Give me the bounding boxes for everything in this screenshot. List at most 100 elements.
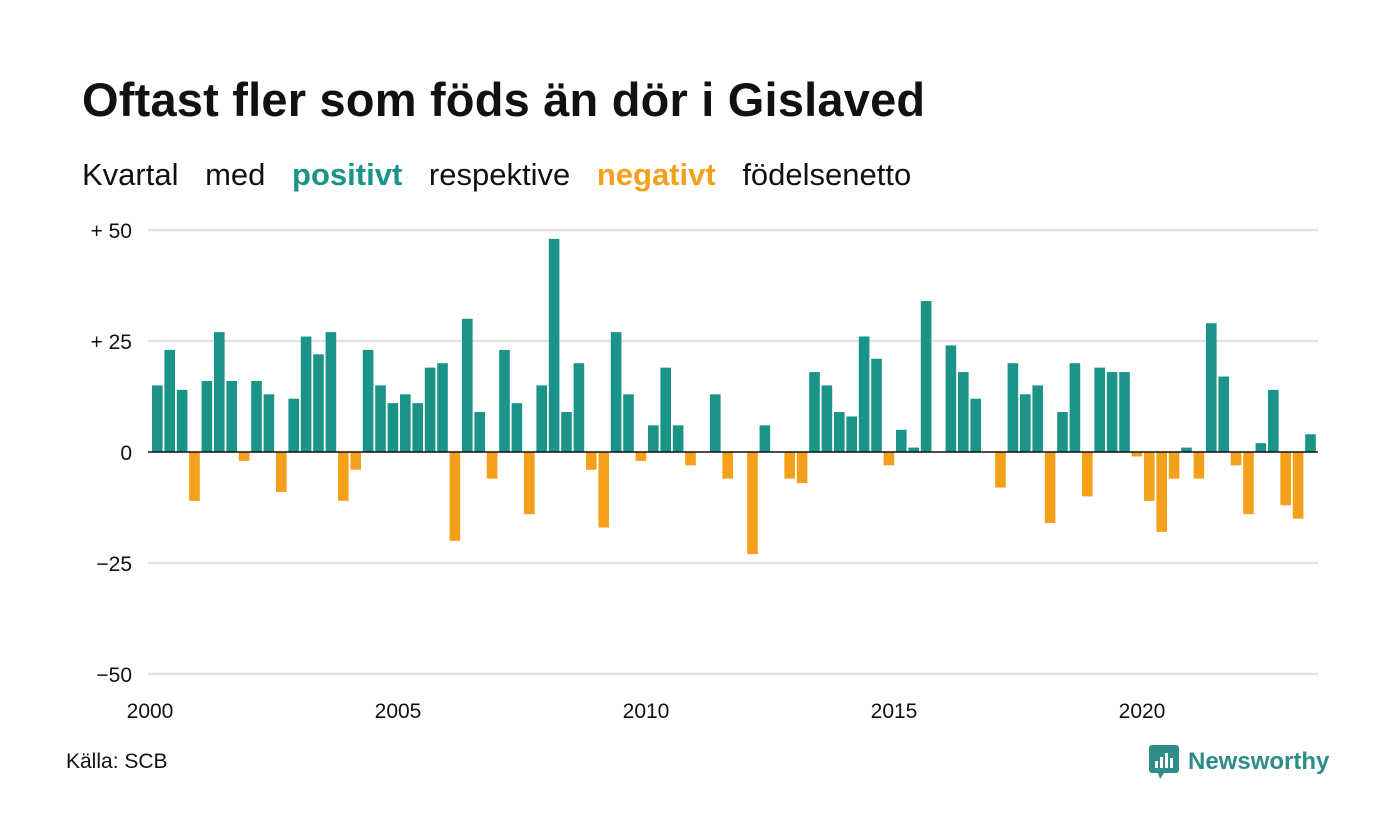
bar-positive [511, 403, 523, 452]
bar-negative [796, 452, 808, 484]
bar-negative [784, 452, 795, 479]
bar-positive [1305, 434, 1316, 452]
bar-positive [759, 425, 771, 452]
y-tick-label: −25 [96, 553, 132, 576]
bar-positive [920, 301, 932, 452]
bar-positive [437, 363, 448, 452]
newsworthy-logo: Newsworthy [1148, 744, 1329, 780]
bar-positive [648, 425, 659, 452]
brand-name: Newsworthy [1188, 748, 1330, 775]
bar-positive [164, 349, 175, 452]
bar-positive [325, 332, 337, 452]
bar-negative [883, 452, 895, 466]
bar-positive [896, 429, 907, 452]
bar-positive [672, 425, 684, 452]
bar-positive [536, 385, 547, 452]
bar-negative [747, 452, 758, 555]
subtitle-positive-label: positivt [292, 157, 403, 192]
bar-positive [561, 412, 572, 452]
bar-positive [226, 380, 237, 452]
bar-negative [1168, 452, 1180, 479]
bar-positive [1032, 385, 1043, 452]
bar-positive [610, 332, 622, 452]
bar-negative [1243, 452, 1254, 515]
y-tick-label: + 25 [91, 331, 132, 354]
bar-negative [189, 452, 200, 501]
x-tick-label: 2000 [127, 700, 174, 723]
bar-positive [499, 349, 510, 452]
bar-negative [586, 452, 597, 470]
bar-positive [375, 385, 386, 452]
bar-negative [1156, 452, 1167, 532]
bar-positive [858, 336, 870, 452]
bar-positive [263, 394, 275, 452]
bar-positive [908, 447, 919, 452]
subtitle-word-med: med [205, 157, 266, 192]
bar-positive [1020, 394, 1031, 452]
bar-negative [524, 452, 535, 515]
bar-positive [152, 385, 163, 452]
x-tick-label: 2020 [1119, 700, 1166, 723]
bar-positive [387, 403, 399, 452]
x-tick-label: 2010 [623, 700, 670, 723]
bar-negative [1280, 452, 1291, 506]
bar-positive [1106, 372, 1118, 452]
bar-positive [1094, 367, 1105, 452]
bar-positive [251, 380, 262, 452]
bar-negative [685, 452, 696, 466]
subtitle-word-fodelsenetto: födelsenetto [742, 157, 912, 192]
bar-positive [412, 403, 423, 452]
bar-positive [1268, 389, 1279, 452]
bar-positive [1119, 372, 1130, 452]
bar-negative [1193, 452, 1205, 479]
bar-negative [635, 452, 647, 461]
bar-positive [201, 380, 213, 452]
bar-positive [809, 372, 820, 452]
bar-negative [486, 452, 498, 479]
chart-subtitle: Kvartal med positivt respektive negativt… [82, 157, 929, 193]
bar-positive [573, 363, 585, 452]
y-tick-label: −50 [96, 664, 132, 687]
bar-positive [846, 416, 857, 452]
bar-negative [598, 452, 609, 528]
subtitle-negative-label: negativt [596, 157, 716, 192]
bar-negative [350, 452, 361, 470]
bar-positive [871, 358, 882, 452]
bar-positive [474, 412, 485, 452]
x-tick-label: 2015 [871, 700, 918, 723]
bar-positive [424, 367, 436, 452]
bar-negative [338, 452, 349, 501]
bar-positive [945, 345, 957, 452]
bar-positive [214, 332, 225, 452]
bar-positive [1206, 323, 1217, 452]
bar-positive [1007, 363, 1019, 452]
bar-positive [623, 394, 634, 452]
bar-positive [313, 354, 324, 452]
bar-positive [548, 238, 560, 452]
bar-positive [958, 372, 969, 452]
bar-negative [1230, 452, 1242, 466]
bar-positive [1255, 443, 1267, 452]
subtitle-word-respektive: respektive [428, 157, 571, 192]
bar-positive [288, 398, 299, 452]
bar-positive [1181, 447, 1192, 452]
source-note: Källa: SCB [66, 750, 168, 773]
bar-chart-logo-icon [1149, 745, 1179, 779]
bar-negative [1082, 452, 1093, 497]
bar-negative [238, 452, 250, 461]
bar-positive [710, 394, 721, 452]
bar-positive [970, 398, 981, 452]
bar-negative [276, 452, 287, 492]
chart-title: Oftast fler som föds än dör i Gislaved [82, 73, 926, 126]
y-tick-label: 0 [120, 442, 132, 465]
bar-positive [462, 318, 473, 452]
bar-negative [449, 452, 461, 541]
y-tick-label: + 50 [91, 220, 132, 243]
bar-positive [362, 349, 374, 452]
bar-negative [722, 452, 733, 479]
bar-negative [1292, 452, 1304, 519]
bar-positive [400, 394, 411, 452]
bar-negative [1044, 452, 1056, 524]
bar-positive [300, 336, 312, 452]
